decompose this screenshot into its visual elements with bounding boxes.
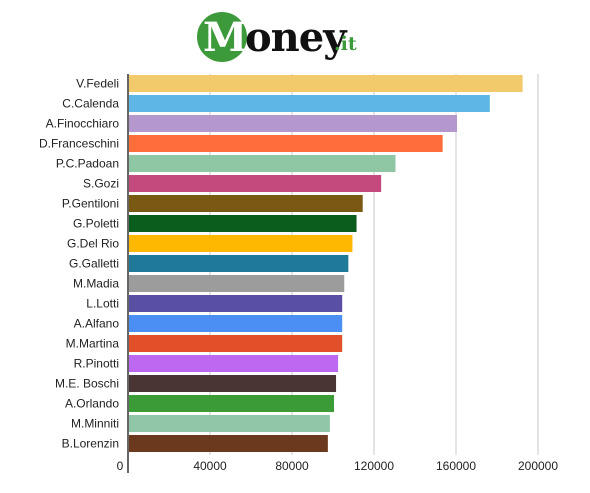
category-label: B.Lorenzin xyxy=(62,437,119,451)
x-tick-label: 120000 xyxy=(354,459,394,473)
x-tick-label: 160000 xyxy=(436,459,476,473)
category-label: P.C.Padoan xyxy=(56,157,119,171)
logo-tld: .it xyxy=(334,33,357,55)
bar xyxy=(129,435,328,452)
bars-layer xyxy=(129,75,523,452)
bar xyxy=(129,355,339,372)
bar xyxy=(129,135,443,152)
bar xyxy=(129,75,523,92)
category-label: R.Pinotti xyxy=(74,357,119,371)
category-labels: V.Fedeli C.Calenda A.Finocchiaro D.Francesc… xyxy=(39,77,119,451)
category-label: L.Lotti xyxy=(86,297,119,311)
bar xyxy=(129,315,343,332)
category-label: P.Gentiloni xyxy=(62,197,119,211)
category-label: A.Orlando xyxy=(65,397,119,411)
logo-initial: M xyxy=(203,14,248,61)
bar xyxy=(129,275,345,292)
category-label: D.Franceschini xyxy=(39,137,119,151)
category-label: M.Minniti xyxy=(71,417,119,431)
axis-layer: 0 40000 80000 120000 160000 200000 xyxy=(117,74,558,473)
category-label: A.Finocchiaro xyxy=(46,117,120,131)
bar xyxy=(129,175,382,192)
bar xyxy=(129,215,357,232)
bar xyxy=(129,155,396,172)
category-label: M.Martina xyxy=(66,337,120,351)
x-tick-label: 80000 xyxy=(275,459,309,473)
bar xyxy=(129,235,353,252)
bar xyxy=(129,375,337,392)
bar xyxy=(129,335,343,352)
bar xyxy=(129,395,334,412)
x-tick-label: 0 xyxy=(117,459,124,473)
category-label: M.Madia xyxy=(73,277,119,291)
bar xyxy=(129,95,490,112)
bar xyxy=(129,415,330,432)
category-label: M.E. Boschi xyxy=(55,377,119,391)
money-it-logo: M oney .it xyxy=(197,10,397,66)
category-label: G.Del Rio xyxy=(67,237,119,251)
logo-word: oney xyxy=(245,14,346,61)
category-label: C.Calenda xyxy=(62,97,119,111)
category-label: V.Fedeli xyxy=(76,77,119,91)
category-label: S.Gozi xyxy=(83,177,119,191)
x-tick-label: 40000 xyxy=(193,459,227,473)
category-label: G.Poletti xyxy=(73,217,119,231)
x-tick-label: 200000 xyxy=(518,459,558,473)
bar xyxy=(129,115,457,132)
bar xyxy=(129,255,349,272)
bar xyxy=(129,295,343,312)
bar xyxy=(129,195,363,212)
category-label: A.Alfano xyxy=(74,317,120,331)
logo-circle xyxy=(197,12,247,62)
category-label: G.Galletti xyxy=(69,257,119,271)
